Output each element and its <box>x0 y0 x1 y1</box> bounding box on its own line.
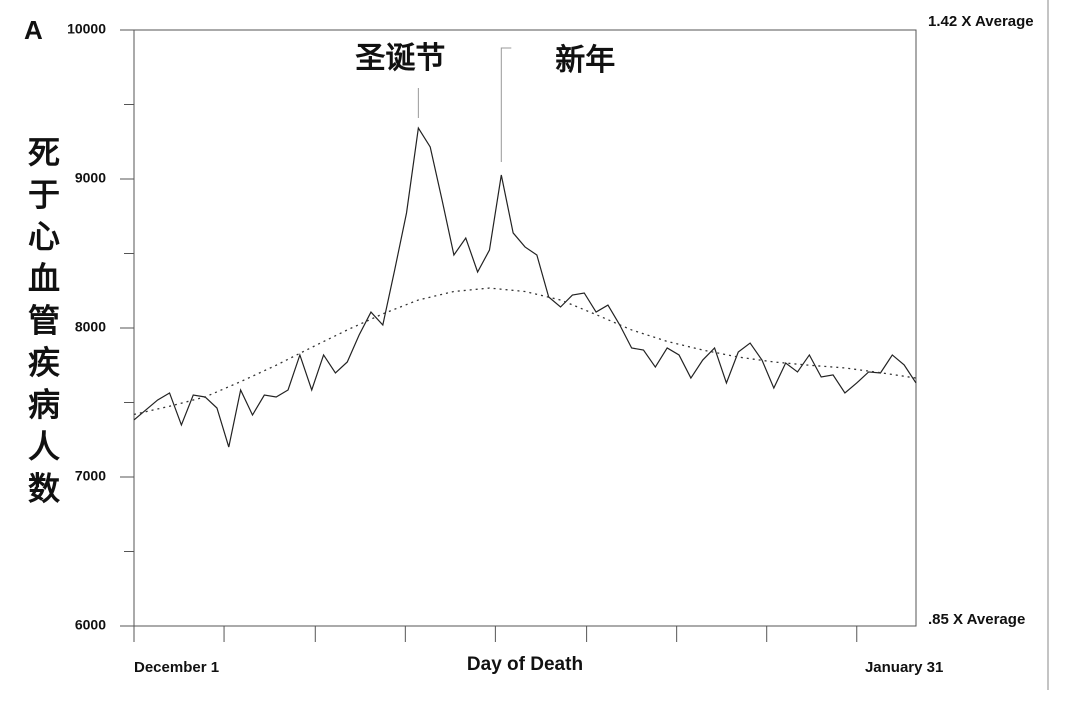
annotation: 圣诞节 <box>355 42 445 75</box>
plot-frame <box>133 29 917 627</box>
x-tick-label: January 31 <box>865 659 943 676</box>
annotation: 新年 <box>555 44 615 77</box>
y-axis-label-char: 死 <box>28 134 60 170</box>
y2-tick-label: 1.42 X Average <box>928 13 1034 30</box>
y-axis-label-char: 管 <box>28 302 60 338</box>
y-tick-label: 7000 <box>75 468 106 484</box>
x-axis-label: Day of Death <box>467 654 583 675</box>
y2-tick-label: .85 X Average <box>928 611 1025 628</box>
y-axis-label-char: 病 <box>28 386 60 422</box>
y-axis-label-char: 心 <box>28 218 60 254</box>
trend-line <box>133 287 917 416</box>
y-axis-label-char: 于 <box>28 176 60 212</box>
y-axis-label-char: 数 <box>28 470 61 506</box>
y-tick-label: 9000 <box>75 170 106 186</box>
y-tick-label: 8000 <box>75 319 106 335</box>
y-tick-label: 6000 <box>75 617 106 633</box>
x-tick-label: December 1 <box>134 659 219 676</box>
y-axis-label-char: 血 <box>28 260 60 296</box>
data-line <box>133 126 917 448</box>
y-axis-label-char: 疾 <box>28 344 60 380</box>
panel-label: A <box>24 15 43 45</box>
y-tick-label: 10000 <box>67 21 106 37</box>
y-axis-label-char: 人 <box>28 428 60 464</box>
annotation-line <box>500 47 512 162</box>
